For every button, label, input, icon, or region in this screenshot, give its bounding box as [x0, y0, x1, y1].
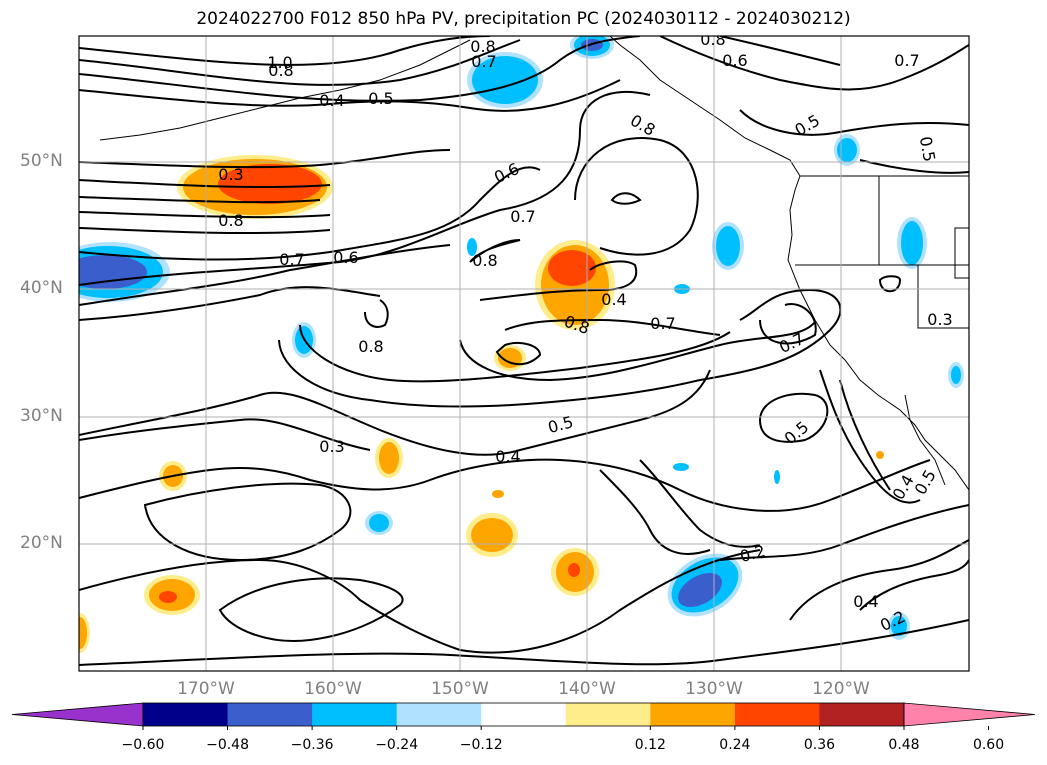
- colorbar-segment: [143, 703, 229, 726]
- colorbar-segment: [227, 703, 313, 726]
- contour-label: 0.5: [916, 135, 939, 163]
- contour-label: 0.3: [319, 437, 344, 456]
- contour-label: 0.8: [358, 337, 383, 356]
- contour-label: 0.5: [368, 89, 393, 108]
- graticule: [79, 36, 969, 671]
- contour-label: 0.7: [650, 314, 675, 333]
- latitude-label: 50°N: [20, 151, 63, 171]
- contour-label: 0.7: [471, 52, 496, 71]
- latitude-label: 40°N: [20, 278, 63, 298]
- colorbar-segment: [565, 703, 651, 726]
- colorbar-tick-label: 0.60: [972, 737, 1005, 753]
- contour-label: 0.6: [333, 248, 358, 267]
- colorbar-segment: [650, 703, 736, 726]
- colorbar-tick-label: 0.36: [803, 737, 836, 753]
- contour-label: 0.7: [279, 250, 304, 269]
- contour-label: 0.4: [601, 290, 626, 309]
- colorbar-segment: [481, 703, 567, 726]
- contour-label: 0.7: [510, 207, 535, 226]
- contour-label: 0.8: [472, 251, 497, 270]
- contour-label: 0.3: [927, 310, 952, 329]
- latitude-label: 20°N: [20, 533, 63, 553]
- colorbar-segment: [734, 703, 820, 726]
- map-title: 2024022700 F012 850 hPa PV, precipitatio…: [196, 9, 851, 29]
- longitude-label: 170°W: [177, 679, 235, 699]
- colorbar-tick-label: 0.12: [634, 737, 666, 753]
- contour-label: 0.8: [268, 61, 293, 80]
- colorbar-extend-min: [11, 702, 144, 727]
- colorbar-tick-label: −0.48: [206, 737, 249, 753]
- latitude-label: 30°N: [20, 406, 63, 426]
- contour-label: 0.8: [470, 37, 495, 56]
- colorbar-tick-label: 0.48: [888, 737, 920, 753]
- colorbar-tick-label: 0.24: [719, 737, 751, 753]
- longitude-label: 130°W: [685, 679, 743, 699]
- longitude-label: 160°W: [304, 679, 362, 699]
- contour-label: 1.0: [267, 53, 292, 72]
- colorbar-tick-label: −0.60: [121, 737, 165, 753]
- contour-label: 0.7: [894, 51, 919, 70]
- longitude-label: 140°W: [558, 679, 616, 699]
- contour-label: 0.4: [319, 91, 344, 110]
- colorbar-tick-label: −0.12: [459, 737, 503, 753]
- map-frame: [78, 35, 970, 672]
- colorbar-extend-max: [903, 702, 1036, 727]
- contour-label: 0.4: [853, 592, 878, 611]
- colorbar-segment: [312, 703, 398, 726]
- contour-label: 0.6: [722, 51, 747, 70]
- contour-label: 0.8: [700, 30, 725, 49]
- contour-label: 0.8: [218, 211, 243, 230]
- contour-label: 0.4: [495, 447, 520, 466]
- colorbar-segment: [819, 703, 905, 726]
- colorbar: [11, 702, 1036, 730]
- colorbar-segment: [396, 703, 482, 726]
- longitude-label: 120°W: [812, 679, 870, 699]
- longitude-label: 150°W: [431, 679, 489, 699]
- map-plot-area: 1.00.80.4 0.50.80.70.30.80.7 0.60.60.70.80…: [79, 30, 969, 671]
- contour-label: 0.3: [218, 165, 243, 184]
- colorbar-tick-label: −0.36: [290, 737, 334, 753]
- colorbar-tick-label: −0.24: [375, 737, 419, 753]
